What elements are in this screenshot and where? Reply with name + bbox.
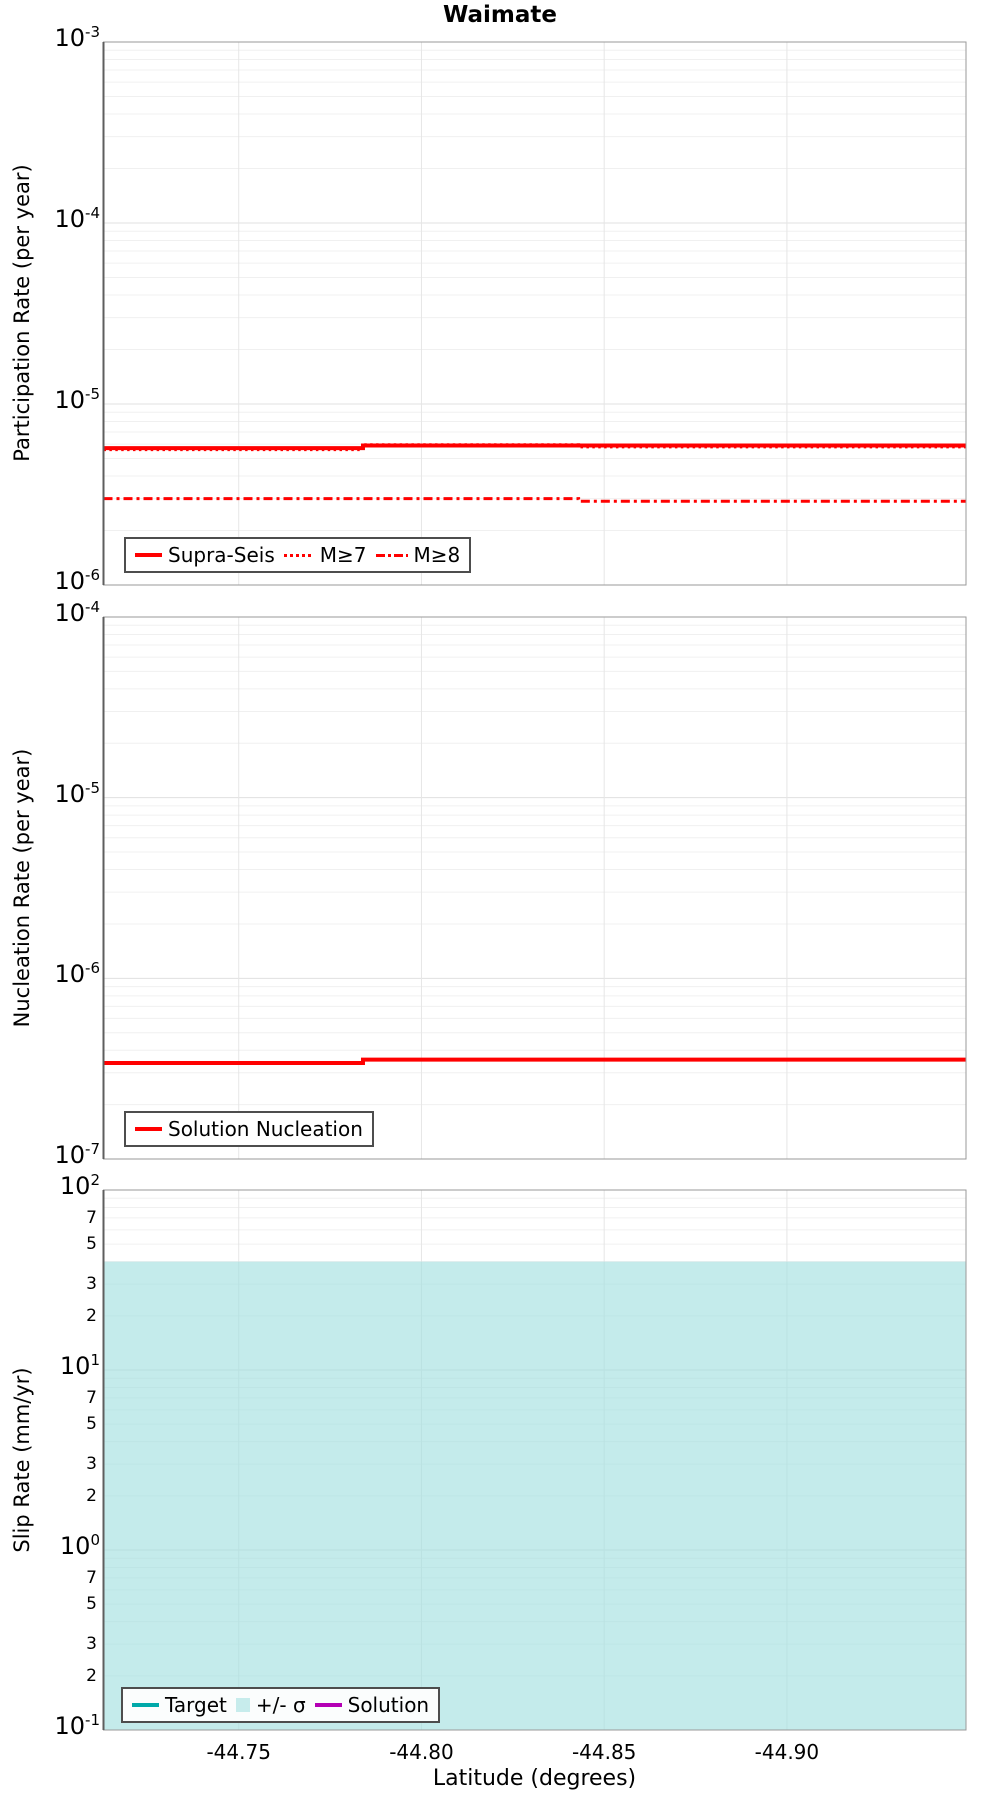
solution-line-swatch [314, 1703, 342, 1707]
x-tick-label: -44.80 [389, 1740, 454, 1764]
x-tick-label: -44.75 [206, 1740, 271, 1764]
y-tick-minor-label: 2 [86, 1665, 97, 1686]
legend-item-m8: M≥8 [375, 543, 461, 567]
legend-label-m8: M≥8 [413, 543, 461, 567]
y-tick-minor-label: 5 [86, 1234, 97, 1255]
y-tick-minor-label: 3 [86, 1634, 97, 1655]
m7-dotted-line-swatch [283, 553, 314, 557]
legend-participation: Supra-Seis M≥7 M≥8 [124, 537, 472, 573]
y-tick-minor-label: 7 [86, 1567, 97, 1588]
legend-label-sigma: +/- σ [255, 1693, 306, 1717]
y-tick-label: 10-4 [54, 598, 100, 627]
y-tick-minor-label: 3 [86, 1454, 97, 1475]
panel-border [103, 41, 967, 586]
y-tick-label: 10-6 [54, 959, 100, 989]
series-line-solid [103, 1057, 966, 1065]
y-tick-label: 10-1 [54, 1711, 100, 1740]
y-tick-label: 10-5 [54, 778, 100, 808]
chart-title: Waimate [442, 2, 558, 28]
y-tick-label: 100 [59, 1531, 100, 1560]
y-tick-label: 10-5 [54, 385, 100, 414]
series-line-dashdot [103, 497, 966, 503]
m8-dashdot-line-swatch [375, 553, 408, 557]
legend-label-supra-seis: Supra-Seis [168, 543, 275, 567]
panel-border [103, 616, 967, 1160]
y-tick-label: 102 [59, 1171, 100, 1200]
legend-item-sigma-band: +/- σ [235, 1693, 306, 1717]
y-tick-minor-label: 5 [86, 1594, 97, 1615]
target-line-swatch [132, 1703, 159, 1707]
y-tick-minor-label: 7 [86, 1387, 97, 1408]
x-tick-label: -44.90 [754, 1740, 820, 1764]
y-tick-label: 101 [59, 1351, 100, 1380]
y-tick-minor-label: 7 [86, 1207, 97, 1228]
y-tick-label: 10-3 [54, 23, 100, 52]
y-tick-minor-label: 2 [86, 1305, 97, 1326]
sigma-band-area [103, 1261, 966, 1730]
x-tick-label: -44.85 [571, 1740, 637, 1764]
legend-nucleation: Solution Nucleation [124, 1111, 374, 1147]
legend-item-solution: Solution [314, 1693, 430, 1717]
legend-slip-rate: Target +/- σ Solution [121, 1687, 441, 1723]
sigma-band-swatch [235, 1698, 250, 1712]
y-tick-label: 10-6 [54, 566, 100, 595]
x-axis-label: Latitude (degrees) [432, 1766, 637, 1791]
legend-label-target: Target [165, 1693, 227, 1717]
legend-item-target: Target [132, 1693, 227, 1717]
legend-item-supra-seis: Supra-Seis [135, 543, 275, 567]
legend-label-solution-nucleation: Solution Nucleation [168, 1117, 363, 1141]
y-tick-label: 10-4 [54, 204, 100, 233]
y-tick-label: 10-7 [54, 1140, 100, 1169]
y-tick-minor-label: 5 [86, 1414, 97, 1435]
y-tick-minor-label: 3 [86, 1274, 97, 1295]
y-tick-minor-label: 2 [86, 1485, 97, 1506]
legend-label-m7: M≥7 [319, 543, 367, 567]
legend-item-m7: M≥7 [283, 543, 367, 567]
series-line-dotted [103, 443, 966, 452]
legend-label-solution: Solution [347, 1693, 430, 1717]
legend-item-solution-nucleation: Solution Nucleation [135, 1117, 363, 1141]
solution-nucleation-line-swatch [135, 1127, 162, 1131]
supra-seis-line-swatch [135, 553, 162, 557]
